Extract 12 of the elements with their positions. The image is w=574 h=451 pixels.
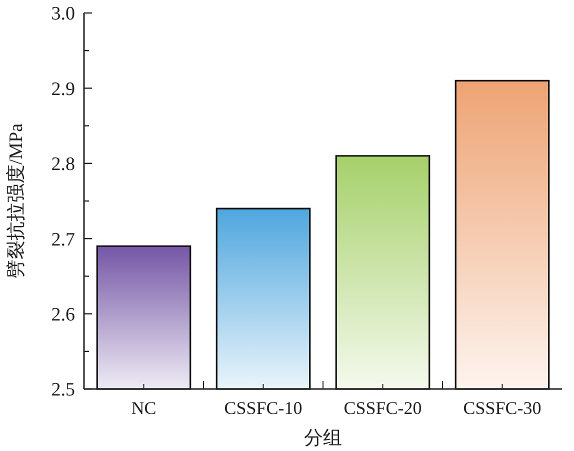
x-tick-label: CSSFC-30 (463, 398, 542, 418)
x-axis-title: 分组 (304, 428, 342, 449)
y-tick-label: 2.9 (51, 78, 75, 100)
y-tick-label: 3.0 (51, 4, 75, 25)
y-axis-title: 劈裂抗拉强度/MPa (5, 122, 27, 279)
y-tick-label: 2.5 (51, 380, 75, 401)
y-tick-label: 2.8 (51, 154, 75, 176)
x-tick-label: NC (131, 398, 156, 418)
y-tick-label: 2.7 (51, 229, 75, 250)
x-tick-label: CSSFC-10 (224, 398, 302, 418)
y-tick-label: 2.6 (51, 304, 75, 326)
x-tick-label: CSSFC-20 (344, 398, 422, 418)
